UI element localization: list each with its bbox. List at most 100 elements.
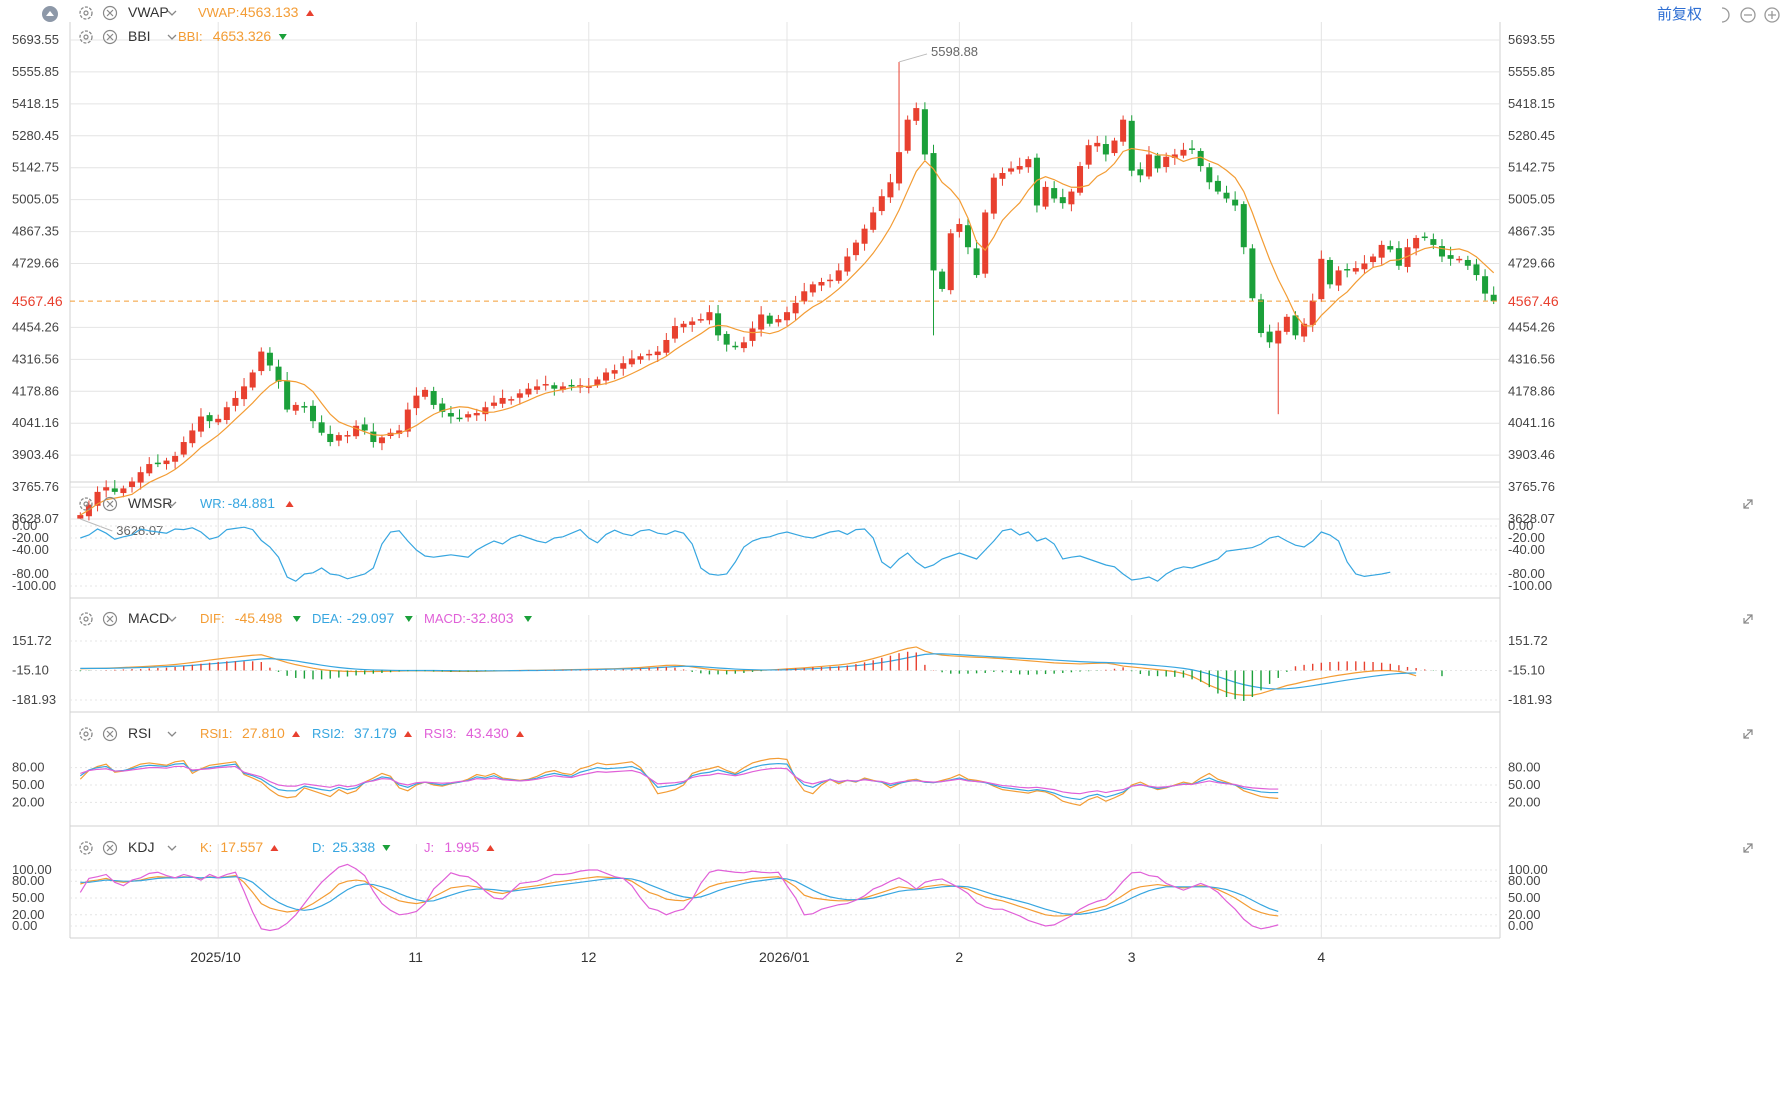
close-icon[interactable]	[102, 840, 118, 856]
candle-body	[275, 366, 282, 382]
candle-body	[206, 415, 213, 422]
wmsr-right-tick: -40.00	[1508, 542, 1545, 557]
candle-body	[447, 413, 454, 417]
price-left-tick: 3628.07	[12, 511, 59, 526]
candle-body	[1137, 169, 1144, 176]
expand-icon[interactable]	[1743, 614, 1753, 624]
candle-body	[404, 409, 411, 432]
candle-body	[706, 312, 713, 321]
indicator-value: 37.179	[354, 725, 397, 741]
k-line	[80, 874, 1279, 917]
candle-body	[878, 196, 885, 212]
indicator-name[interactable]: RSI	[128, 725, 151, 741]
candle-body	[1163, 156, 1170, 167]
undo-icon[interactable]	[1721, 7, 1730, 23]
indicator-name[interactable]: KDJ	[128, 839, 154, 855]
candle-body	[490, 402, 497, 406]
candle-body	[758, 314, 765, 330]
up-arrow-icon	[292, 731, 300, 737]
indicator-name[interactable]: VWAP	[128, 4, 169, 20]
candle-body	[1016, 166, 1023, 170]
price-right-tick: 5693.55	[1508, 32, 1555, 47]
price-right-tick: 4178.86	[1508, 383, 1555, 398]
candle-body	[1318, 258, 1325, 300]
gear-icon[interactable]	[79, 841, 93, 855]
candle-body	[809, 284, 816, 293]
candle-body	[1085, 145, 1092, 165]
chevron-down-icon[interactable]	[167, 501, 177, 507]
expand-icon[interactable]	[1743, 729, 1753, 739]
collapse-icon-arrow	[46, 11, 54, 16]
kdj-left-tick: 0.00	[12, 918, 37, 933]
candle-body	[792, 302, 799, 314]
candle-body	[1490, 294, 1497, 302]
candle-body	[309, 405, 317, 422]
candle-body	[870, 212, 877, 230]
candle-body	[921, 109, 928, 155]
candle-body	[801, 291, 808, 302]
rsi-right-tick: 20.00	[1508, 794, 1541, 809]
gear-icon[interactable]	[79, 30, 93, 44]
indicator-name[interactable]: WMSR	[128, 495, 172, 511]
candle-body	[413, 395, 420, 409]
close-icon[interactable]	[102, 496, 118, 512]
candle-body	[663, 339, 670, 353]
chevron-down-icon[interactable]	[167, 34, 177, 40]
current-price-right-bg	[1502, 291, 1572, 312]
gear-icon-center	[83, 731, 89, 737]
chevron-down-icon[interactable]	[167, 731, 177, 737]
zoom-in-icon[interactable]	[1764, 7, 1780, 23]
close-icon-cross	[106, 33, 114, 41]
candle-body	[172, 455, 179, 462]
adjust-mode-button[interactable]: 前复权	[1657, 5, 1702, 23]
candle-body	[1266, 331, 1273, 343]
candle-body	[473, 413, 480, 416]
gear-icon[interactable]	[79, 497, 93, 511]
candle-body	[1473, 264, 1480, 276]
chevron-down-icon[interactable]	[167, 616, 177, 622]
price-left-tick: 3765.76	[12, 479, 59, 494]
gear-icon[interactable]	[79, 612, 93, 626]
close-icon-cross	[106, 500, 114, 508]
candle-body	[1387, 246, 1394, 250]
indicator-label: MACD:	[424, 611, 466, 626]
close-icon[interactable]	[102, 726, 118, 742]
candle-body	[1275, 330, 1282, 344]
candle-body	[1120, 119, 1127, 142]
dea-line	[80, 653, 1417, 690]
candle-body	[732, 345, 739, 348]
candle-body	[1145, 154, 1152, 177]
candle-body	[1456, 258, 1463, 261]
indicator-name[interactable]: BBI	[128, 28, 151, 44]
chevron-down-icon[interactable]	[167, 845, 177, 851]
bbi-line	[79, 147, 1495, 516]
candle-body	[1283, 316, 1290, 332]
candle-body	[568, 384, 575, 387]
gear-icon[interactable]	[79, 727, 93, 741]
close-icon[interactable]	[102, 611, 118, 627]
indicator-label: RSI2:	[312, 726, 345, 741]
x-axis-label: 11	[408, 949, 423, 965]
wmsr-left-tick: -100.00	[12, 578, 56, 593]
candle-body	[1370, 256, 1377, 263]
candle-body	[999, 173, 1006, 179]
expand-icon[interactable]	[1743, 843, 1753, 853]
candle-body	[1077, 166, 1084, 193]
candle-body	[534, 386, 541, 390]
close-icon[interactable]	[102, 5, 118, 21]
gear-icon[interactable]	[79, 6, 93, 20]
indicator-value: 4563.133	[240, 4, 299, 20]
zoom-out-icon[interactable]	[1740, 7, 1756, 23]
close-icon[interactable]	[102, 29, 118, 45]
kdj-left-tick: 80.00	[12, 873, 45, 888]
up-arrow-icon	[306, 10, 314, 16]
indicator-name[interactable]: MACD	[128, 610, 169, 626]
price-left-tick: 4178.86	[12, 383, 59, 398]
price-right-tick: 4041.16	[1508, 415, 1555, 430]
candle-body	[637, 356, 644, 360]
chevron-down-icon[interactable]	[167, 10, 177, 16]
expand-icon[interactable]	[1743, 499, 1753, 509]
kdj-right-tick: 100.00	[1508, 862, 1548, 877]
candle-body	[723, 333, 730, 345]
candle-body	[258, 351, 265, 372]
